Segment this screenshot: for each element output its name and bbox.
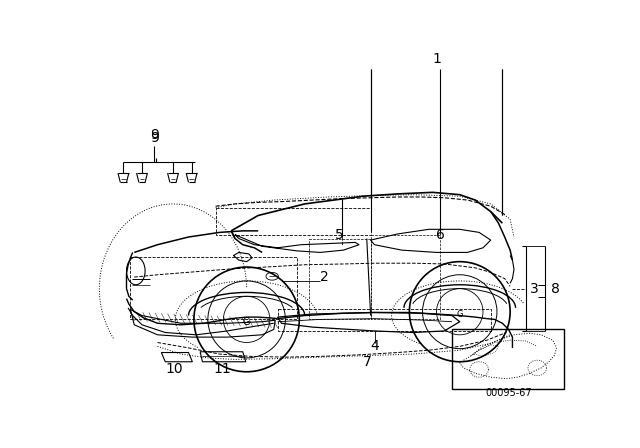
Text: 9: 9 xyxy=(150,131,159,146)
Text: 4: 4 xyxy=(370,340,379,353)
Text: 6: 6 xyxy=(436,228,445,242)
Text: 7: 7 xyxy=(362,355,371,369)
Text: 10: 10 xyxy=(166,362,184,376)
Text: 5: 5 xyxy=(335,228,344,242)
Text: 11: 11 xyxy=(214,362,232,376)
Text: 9: 9 xyxy=(150,128,159,142)
Text: 3: 3 xyxy=(529,282,538,296)
Text: G: G xyxy=(243,317,250,327)
Text: 8: 8 xyxy=(551,282,560,296)
Text: 2: 2 xyxy=(320,270,328,284)
Text: 00095-67: 00095-67 xyxy=(485,388,532,398)
Text: G: G xyxy=(456,310,463,319)
Text: 1: 1 xyxy=(432,52,441,66)
